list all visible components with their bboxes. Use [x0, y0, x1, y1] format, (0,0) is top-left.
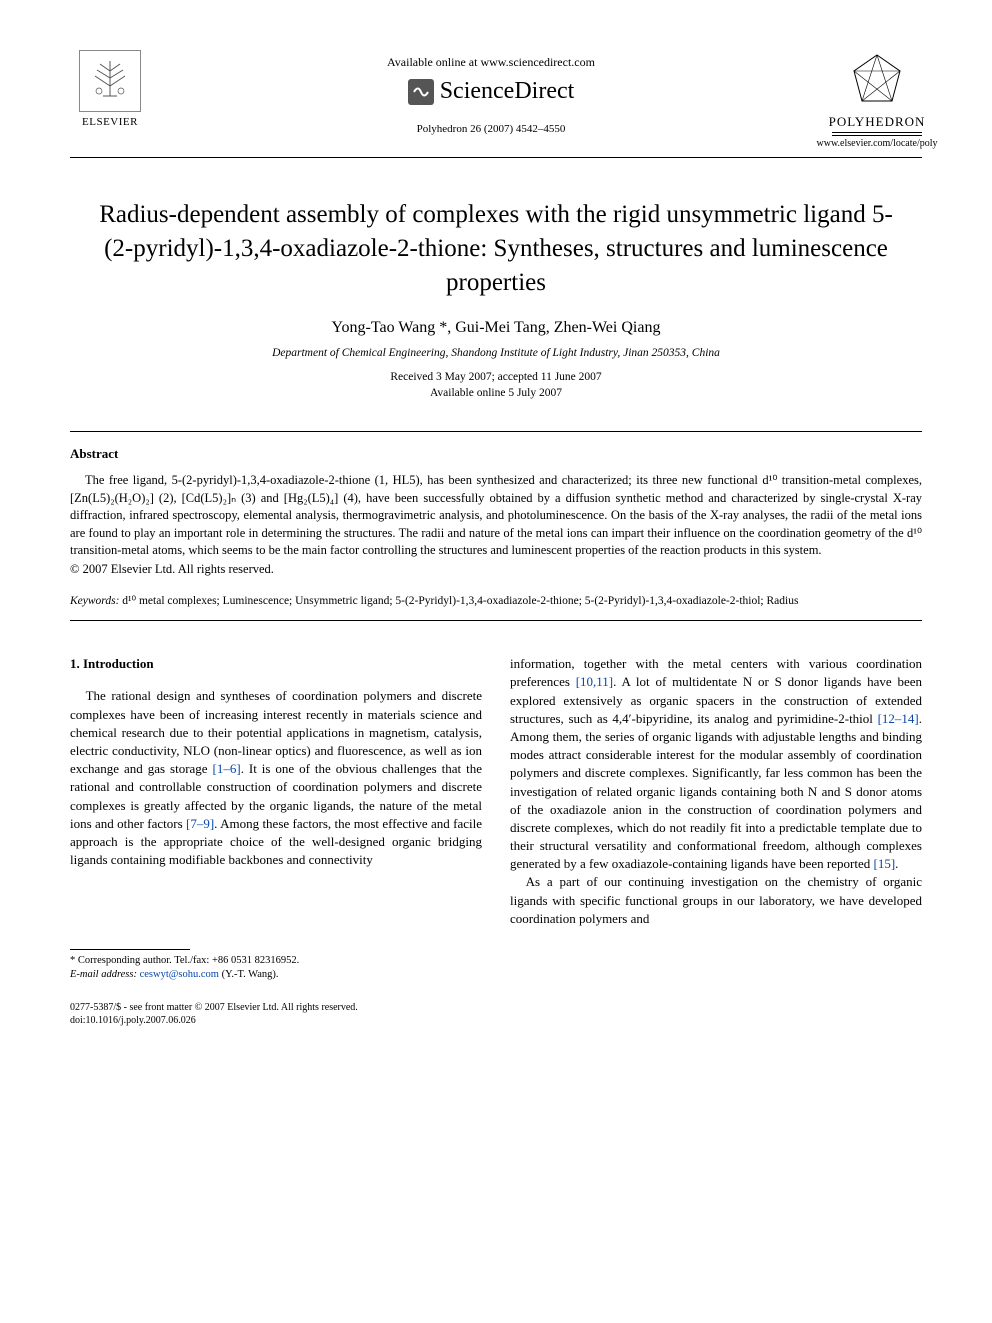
sciencedirect-text: ScienceDirect: [440, 78, 575, 105]
footer-line-1: 0277-5387/$ - see front matter © 2007 El…: [70, 1001, 922, 1014]
footer-doi: doi:10.1016/j.poly.2007.06.026: [70, 1014, 922, 1027]
abstract-heading: Abstract: [70, 446, 922, 462]
sciencedirect-logo: ScienceDirect: [408, 78, 575, 105]
abstract-body: The free ligand, 5-(2-pyridyl)-1,3,4-oxa…: [70, 472, 922, 560]
journal-url[interactable]: www.elsevier.com/locate/poly: [817, 138, 938, 149]
elsevier-logo: ELSEVIER: [70, 50, 150, 140]
header-rule: [70, 157, 922, 158]
polyhedron-icon: [847, 50, 907, 110]
authors: Yong-Tao Wang *, Gui-Mei Tang, Zhen-Wei …: [70, 319, 922, 337]
page-container: ELSEVIER Available online at www.science…: [0, 0, 992, 1067]
affiliation: Department of Chemical Engineering, Shan…: [70, 347, 922, 359]
abstract-copyright: © 2007 Elsevier Ltd. All rights reserved…: [70, 562, 922, 577]
footnote-rule: [70, 949, 190, 950]
email-link[interactable]: ceswyt@sohu.com: [137, 969, 222, 980]
corresponding-author: * Corresponding author. Tel./fax: +86 05…: [70, 954, 482, 968]
elsevier-label: ELSEVIER: [82, 116, 138, 128]
header-row: ELSEVIER Available online at www.science…: [70, 50, 922, 149]
received-date: Received 3 May 2007; accepted 11 June 20…: [70, 369, 922, 385]
available-online-text: Available online at www.sciencedirect.co…: [150, 55, 832, 70]
ref-link-4[interactable]: [12–14]: [878, 711, 919, 726]
email-label: E-mail address:: [70, 969, 137, 980]
polyhedron-label: POLYHEDRON: [829, 114, 926, 130]
footer: 0277-5387/$ - see front matter © 2007 El…: [70, 1001, 922, 1027]
elsevier-tree-icon: [79, 50, 141, 112]
footnote-block: * Corresponding author. Tel./fax: +86 05…: [70, 954, 482, 982]
keywords: Keywords: d¹⁰ metal complexes; Luminesce…: [70, 593, 922, 610]
keywords-label: Keywords:: [70, 595, 119, 607]
email-name: (Y.-T. Wang).: [222, 969, 279, 980]
polyhedron-logo: POLYHEDRON www.elsevier.com/locate/poly: [832, 50, 922, 149]
intro-para-1: The rational design and syntheses of coo…: [70, 687, 482, 869]
email-line: E-mail address: ceswyt@sohu.com (Y.-T. W…: [70, 968, 482, 982]
intro-para-1-cont: information, together with the metal cen…: [510, 655, 922, 873]
dates-block: Received 3 May 2007; accepted 11 June 20…: [70, 369, 922, 401]
intro-para-2: As a part of our continuing investigatio…: [510, 873, 922, 928]
ref-link-5[interactable]: [15]: [873, 856, 895, 871]
column-left: 1. Introduction The rational design and …: [70, 621, 482, 982]
article-title: Radius-dependent assembly of complexes w…: [90, 198, 902, 299]
ref-link-2[interactable]: [7–9]: [186, 816, 214, 831]
online-date: Available online 5 July 2007: [70, 385, 922, 401]
center-header: Available online at www.sciencedirect.co…: [150, 50, 832, 135]
intro-heading: 1. Introduction: [70, 655, 482, 673]
keywords-text: d¹⁰ metal complexes; Luminescence; Unsym…: [119, 595, 798, 607]
ref-link-1[interactable]: [1–6]: [213, 761, 241, 776]
sciencedirect-icon: [408, 79, 434, 105]
ref-link-3[interactable]: [10,11]: [576, 674, 613, 689]
body-columns: 1. Introduction The rational design and …: [70, 621, 922, 982]
journal-reference: Polyhedron 26 (2007) 4542–4550: [150, 123, 832, 135]
column-right: information, together with the metal cen…: [510, 621, 922, 982]
